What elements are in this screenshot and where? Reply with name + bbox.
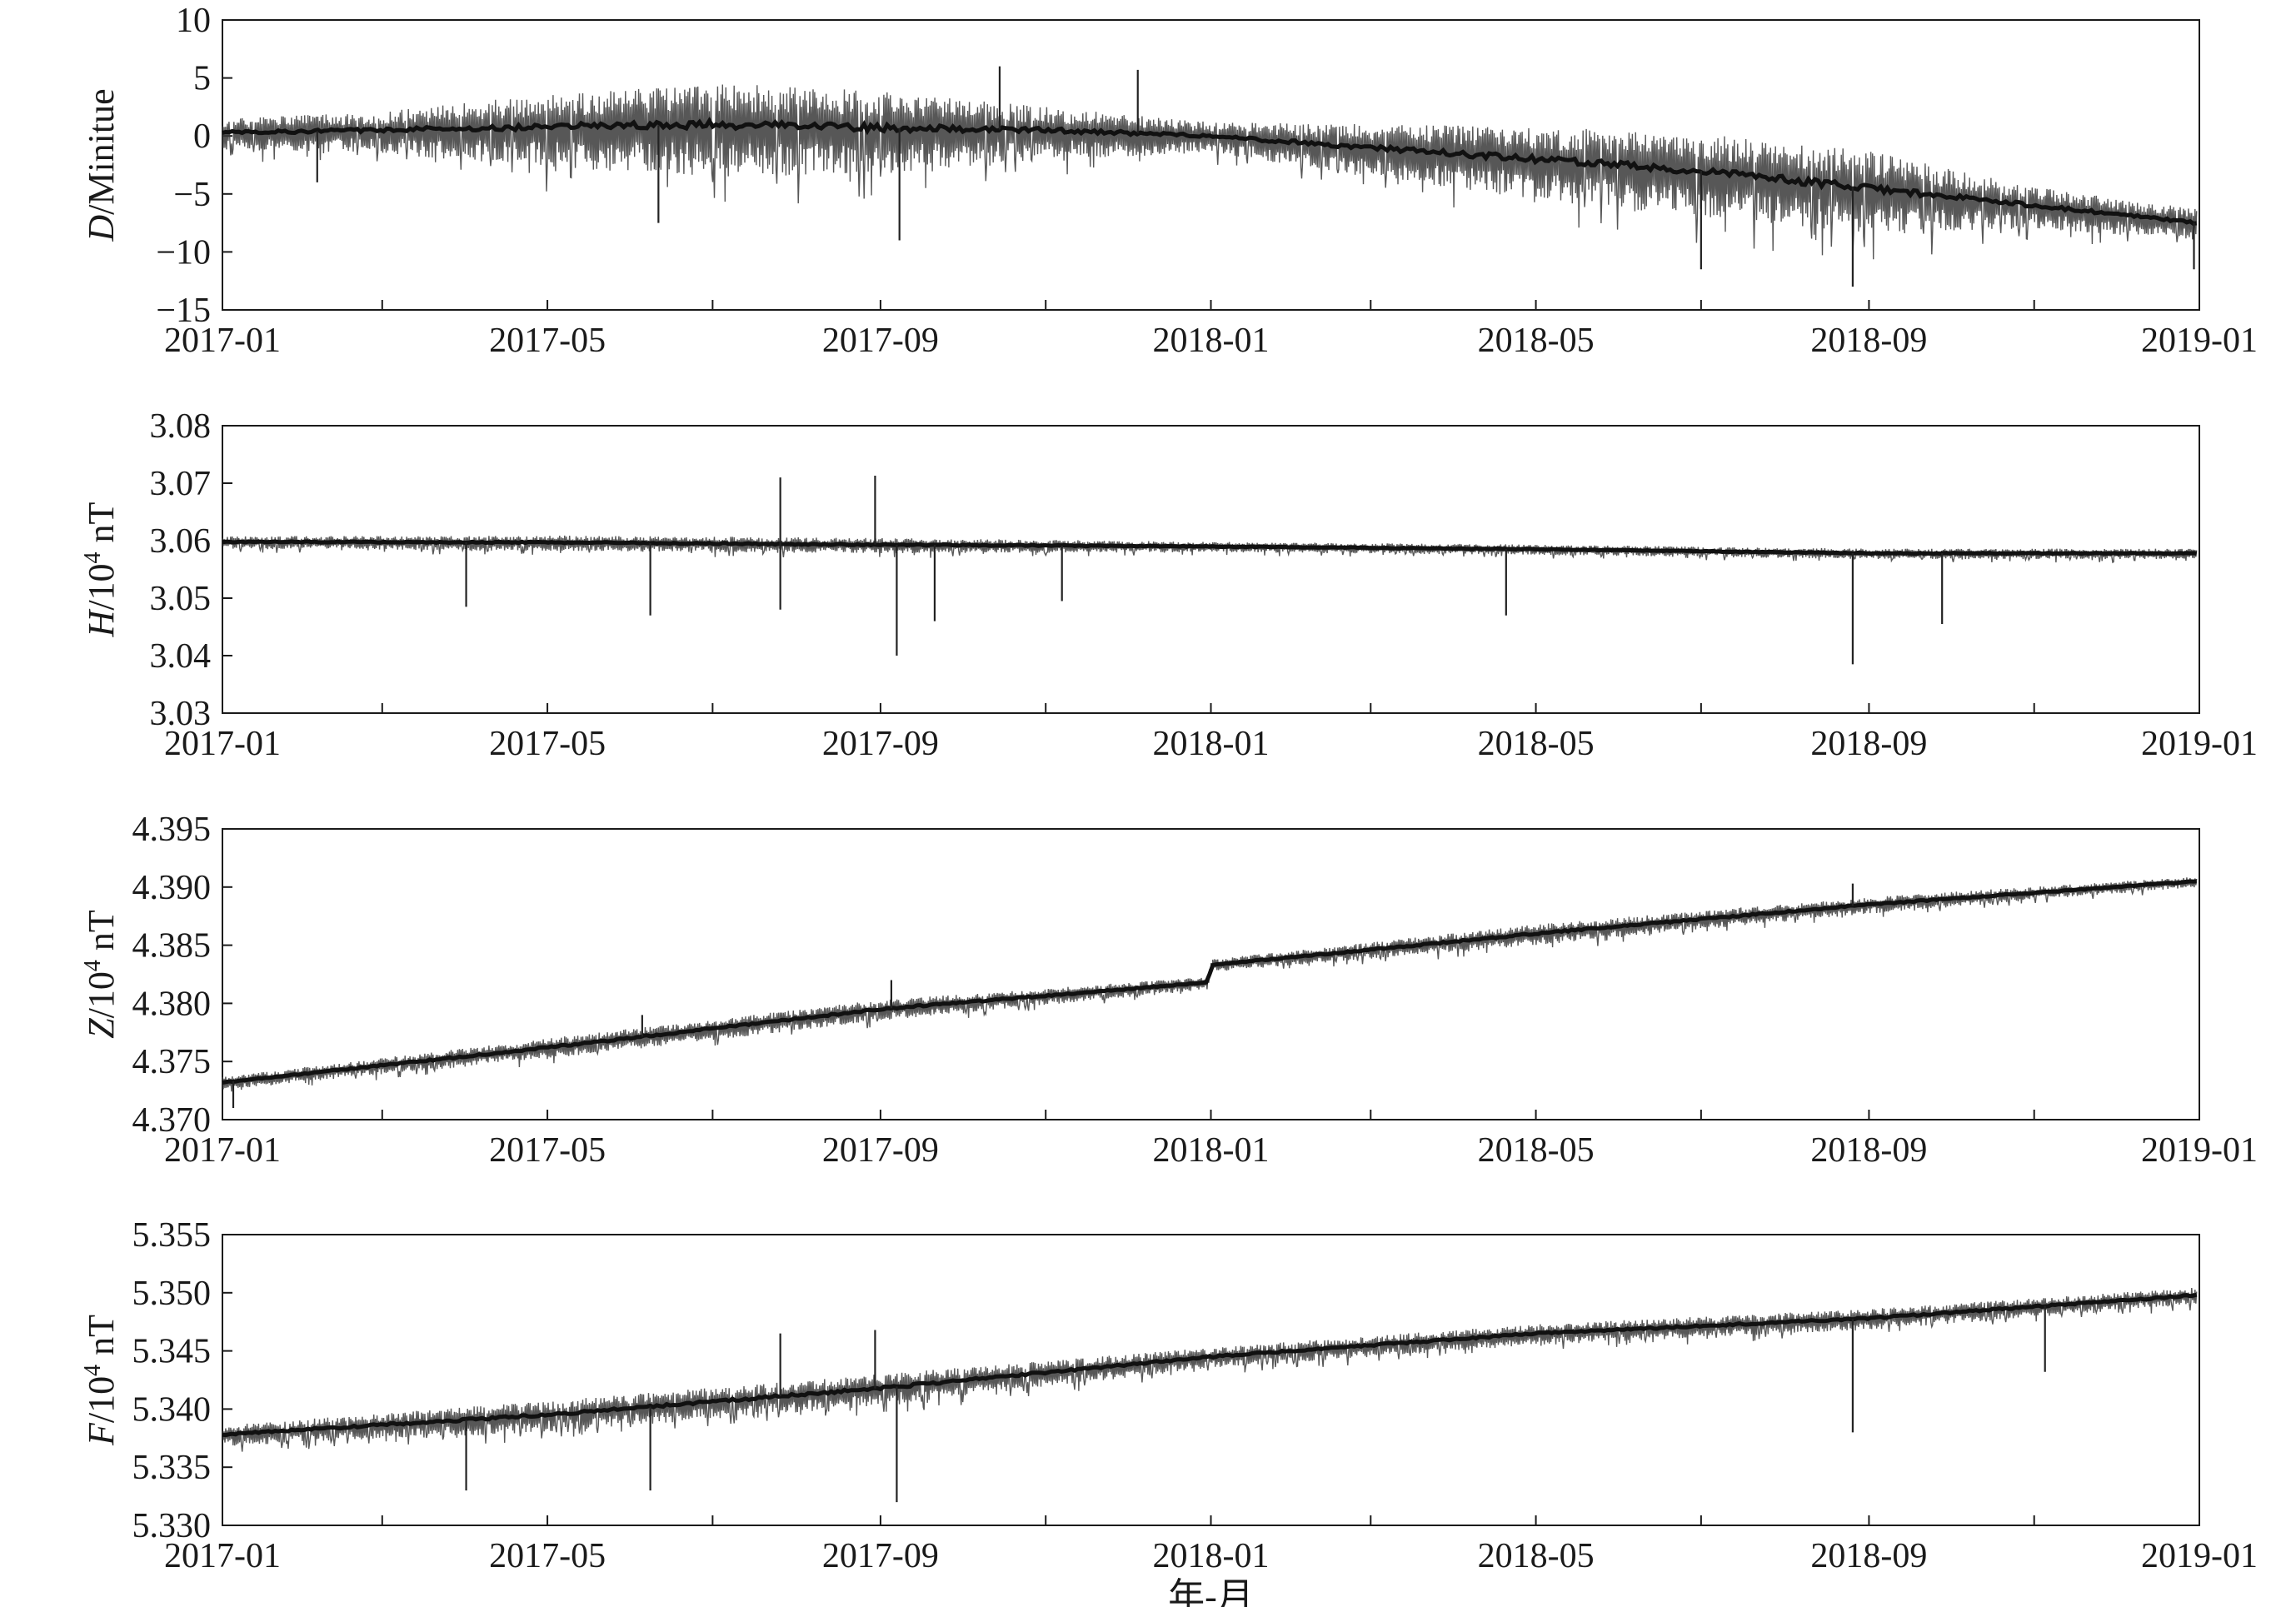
x-tick-label: 2018-01 — [1153, 725, 1270, 763]
x-tick-label: 2018-01 — [1153, 1131, 1270, 1170]
y-tick-label: 4.390 — [132, 869, 212, 907]
y-axis-label-unit: nT — [81, 502, 122, 551]
x-tick-label: 2017-05 — [489, 1537, 606, 1575]
y-axis-label-rest: /Minitue — [81, 88, 122, 215]
y-tick-label: 5.345 — [132, 1333, 212, 1371]
y-tick-label: 5.355 — [132, 1216, 212, 1255]
plot-frame — [222, 1234, 2200, 1526]
x-tick-label: 2018-09 — [1810, 1131, 1927, 1170]
y-tick-label: 5.330 — [132, 1507, 212, 1545]
x-tick-label: 2017-09 — [822, 1131, 939, 1170]
x-tick-label: 2018-09 — [1810, 322, 1927, 360]
y-axis-label-variable: H — [81, 608, 122, 637]
y-tick-label: 5 — [193, 60, 211, 98]
x-tick-label: 2017-05 — [489, 725, 606, 763]
chart-panel-z: 2017-01 2017-05 2017-09 2018-01 2018-05 2018-… — [80, 811, 2258, 1170]
y-tick-label: −15 — [156, 292, 211, 330]
y-axis-label-variable: D — [81, 215, 122, 242]
x-tick-label: 2017-01 — [164, 725, 281, 763]
y-tick-label: 3.03 — [150, 695, 212, 733]
y-axis-label: D/Minitue — [81, 88, 122, 242]
y-axis-label-rest: /10 — [81, 971, 122, 1018]
series-line-noise — [222, 535, 2198, 564]
plot-frame — [222, 19, 2200, 311]
x-tick-label: 2019-01 — [2141, 1537, 2258, 1575]
x-tick-label: 2018-01 — [1153, 322, 1270, 360]
x-tick-label: 2018-09 — [1810, 725, 1927, 763]
x-tick-label: 2019-01 — [2141, 1131, 2258, 1170]
y-tick-label: 0 — [193, 117, 211, 156]
x-tick-label: 2017-09 — [822, 322, 939, 360]
chart-panel-h: 2017-01 2017-05 2017-09 2018-01 2018-05 2018-… — [80, 407, 2258, 763]
y-tick-label: 3.05 — [150, 580, 212, 618]
y-tick-label: 3.04 — [150, 637, 212, 676]
y-axis-label-unit: nT — [81, 1315, 122, 1365]
y-tick-label: −10 — [156, 233, 211, 272]
series-line-noise — [222, 877, 2198, 1092]
y-tick-label: 4.385 — [132, 927, 212, 966]
series-line-noise — [222, 84, 2198, 260]
y-axis-label-variable: F — [81, 1422, 122, 1446]
x-tick-label: 2019-01 — [2141, 725, 2258, 763]
y-tick-label: 5.350 — [132, 1275, 212, 1313]
y-axis-label: F/104 nT — [80, 1315, 122, 1446]
x-tick-label: 2017-09 — [822, 725, 939, 763]
x-tick-label: 2017-09 — [822, 1537, 939, 1575]
y-axis-label-unit: nT — [81, 910, 122, 960]
series-line-trend — [222, 539, 2198, 556]
y-axis-label-exponent: 4 — [80, 1365, 106, 1376]
y-tick-label: 3.08 — [150, 407, 212, 446]
y-tick-label: 5.340 — [132, 1390, 212, 1429]
y-axis-label-rest: /10 — [81, 563, 122, 610]
x-tick-label: 2017-01 — [164, 1537, 281, 1575]
x-tick-label: 2018-01 — [1153, 1537, 1270, 1575]
y-axis-label-variable: Z — [81, 1018, 122, 1039]
y-axis-label-rest: /10 — [81, 1376, 122, 1423]
x-tick-label: 2018-05 — [1478, 1537, 1595, 1575]
y-tick-label: 3.06 — [150, 522, 212, 561]
x-tick-label: 2018-05 — [1478, 322, 1595, 360]
y-tick-label: 4.370 — [132, 1101, 212, 1140]
y-tick-label: 4.395 — [132, 811, 212, 849]
series-line-trend — [222, 879, 2197, 1085]
y-tick-label: 4.380 — [132, 985, 212, 1023]
chart-panel-d: 2017-01 2017-05 2017-09 2018-01 2018-05 2018-… — [81, 2, 2258, 360]
series-line-noise — [222, 1288, 2198, 1452]
y-axis-label: Z/104 nT — [80, 910, 122, 1039]
y-tick-label: 3.07 — [150, 465, 212, 503]
plot-frame — [222, 425, 2200, 714]
y-tick-label: 10 — [176, 2, 211, 40]
x-tick-label: 2018-05 — [1478, 725, 1595, 763]
x-tick-label: 2017-05 — [489, 322, 606, 360]
x-tick-label: 2018-05 — [1478, 1131, 1595, 1170]
y-axis-label-exponent: 4 — [80, 551, 106, 563]
x-tick-label: 2017-01 — [164, 1131, 281, 1170]
x-tick-label: 2017-01 — [164, 322, 281, 360]
y-tick-label: −5 — [173, 176, 211, 214]
y-axis-label: H/104 nT — [80, 502, 122, 637]
y-axis-label-exponent: 4 — [80, 960, 106, 971]
x-tick-label: 2017-05 — [489, 1131, 606, 1170]
chart-panel-f: 2017-01 2017-05 2017-09 2018-01 2018-05 2018-… — [80, 1216, 2258, 1607]
series-line-trend — [222, 117, 2198, 227]
y-tick-label: 5.335 — [132, 1449, 212, 1487]
x-tick-label: 2019-01 — [2141, 322, 2258, 360]
x-axis-label: 年-月 — [1168, 1576, 1254, 1607]
series-line-trend — [222, 1292, 2198, 1438]
x-tick-label: 2018-09 — [1810, 1537, 1927, 1575]
y-tick-label: 4.375 — [132, 1043, 212, 1081]
